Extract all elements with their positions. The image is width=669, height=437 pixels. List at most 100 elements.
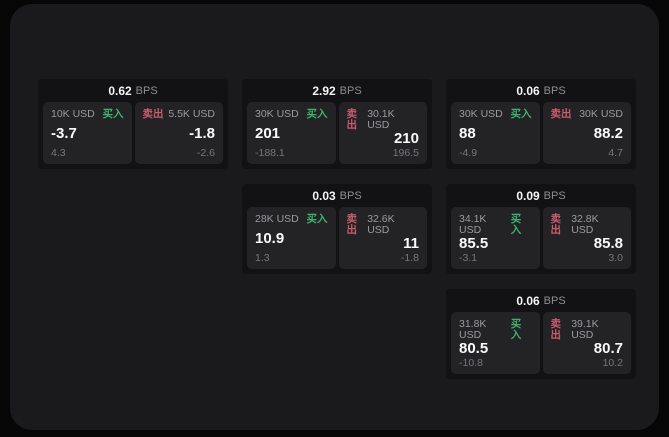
sell-meta-row: 卖出 32.6K USD — [347, 214, 420, 235]
sell-amount: 30K USD — [579, 108, 623, 120]
sell-delta: 4.7 — [608, 146, 623, 159]
buy-delta: 4.3 — [51, 146, 66, 159]
buy-side-label: 买入 — [510, 108, 532, 120]
bps-header: 0.03 BPS — [242, 184, 432, 207]
bps-value: 0.06 — [516, 293, 540, 308]
buy-meta-row: 31.8K USD 买入 — [459, 319, 532, 340]
buy-delta: 1.3 — [255, 251, 270, 264]
buy-amount: 30K USD — [255, 108, 299, 120]
sell-amount: 32.8K USD — [571, 213, 599, 236]
buy-amount: 28K USD — [255, 213, 299, 225]
buy-amount: 34.1K USD — [459, 213, 487, 236]
buy-meta-row: 10K USD 买入 — [51, 109, 124, 120]
buy-delta: -4.9 — [459, 146, 478, 159]
sell-delta: 10.2 — [602, 356, 623, 369]
sell-side-label: 卖出 — [142, 108, 164, 120]
bps-value: 2.92 — [312, 83, 336, 98]
sell-value: 88.2 — [593, 125, 623, 142]
quote-card: 0.62 BPS 10K USD 买入 -3.7 4.3 卖出 5.5K USD — [38, 79, 228, 169]
sell-meta-row: 卖出 39.1K USD — [551, 319, 624, 340]
buy-meta-row: 34.1K USD 买入 — [459, 214, 532, 235]
quote-card: 0.06 BPS 31.8K USD 买入 80.5 -10.8 卖出 39.1… — [446, 289, 636, 379]
bps-header: 0.06 BPS — [446, 79, 636, 102]
buy-meta-row: 30K USD 买入 — [459, 109, 532, 120]
buy-value: 88 — [459, 125, 476, 142]
bps-unit-label: BPS — [135, 84, 158, 97]
quote-card: 0.03 BPS 28K USD 买入 10.9 1.3 卖出 32.6K US… — [242, 184, 432, 274]
buy-value: 85.5 — [459, 235, 489, 253]
buy-amount: 31.8K USD — [459, 318, 487, 341]
buy-amount: 30K USD — [459, 108, 503, 120]
bps-header: 0.62 BPS — [38, 79, 228, 102]
sell-delta: 196.5 — [392, 146, 419, 159]
buy-panel[interactable]: 28K USD 买入 10.9 1.3 — [247, 207, 336, 269]
buy-delta: -188.1 — [255, 146, 285, 159]
quote-card-body: 30K USD 买入 88 -4.9 卖出 30K USD 88.2 4.7 — [446, 102, 636, 169]
buy-panel[interactable]: 34.1K USD 买入 85.5 -3.1 — [451, 207, 540, 269]
bps-value: 0.09 — [516, 188, 540, 203]
quote-card-body: 30K USD 买入 201 -188.1 卖出 30.1K USD 210 1… — [242, 102, 432, 169]
buy-delta: -10.8 — [459, 356, 483, 369]
sell-side-label: 卖出 — [346, 108, 358, 131]
buy-value: 80.5 — [459, 340, 489, 358]
sell-value: 11 — [403, 235, 419, 253]
buy-meta-row: 28K USD 买入 — [255, 214, 328, 225]
sell-meta-row: 卖出 30.1K USD — [347, 109, 420, 130]
buy-value: 10.9 — [255, 230, 285, 247]
quote-card-body: 34.1K USD 买入 85.5 -3.1 卖出 32.8K USD 85.8… — [446, 207, 636, 274]
buy-delta: -3.1 — [459, 251, 478, 264]
sell-panel[interactable]: 卖出 32.8K USD 85.8 3.0 — [542, 207, 631, 269]
buy-side-label: 买入 — [510, 213, 522, 236]
sell-delta: 3.0 — [608, 251, 623, 264]
sell-meta-row: 卖出 5.5K USD — [143, 109, 216, 120]
buy-side-label: 买入 — [102, 108, 124, 120]
buy-value: -3.7 — [51, 125, 77, 142]
sell-panel[interactable]: 卖出 30K USD 88.2 4.7 — [542, 102, 631, 164]
sell-value: -1.8 — [189, 125, 215, 142]
bps-unit-label: BPS — [543, 189, 566, 202]
sell-panel[interactable]: 卖出 39.1K USD 80.7 10.2 — [542, 312, 631, 374]
buy-meta-row: 30K USD 买入 — [255, 109, 328, 120]
buy-side-label: 买入 — [306, 108, 328, 120]
main-panel: 0.62 BPS 10K USD 买入 -3.7 4.3 卖出 5.5K USD — [10, 4, 659, 430]
bps-header: 0.06 BPS — [446, 289, 636, 312]
bps-value: 0.03 — [312, 188, 336, 203]
sell-meta-row: 卖出 32.8K USD — [551, 214, 624, 235]
buy-panel[interactable]: 31.8K USD 买入 80.5 -10.8 — [451, 312, 540, 374]
buy-side-label: 买入 — [510, 318, 522, 341]
quote-card: 2.92 BPS 30K USD 买入 201 -188.1 卖出 30.1K … — [242, 79, 432, 169]
buy-side-label: 买入 — [306, 213, 328, 225]
quote-card-body: 10K USD 买入 -3.7 4.3 卖出 5.5K USD -1.8 -2.… — [38, 102, 228, 169]
quote-card-grid: 0.62 BPS 10K USD 买入 -3.7 4.3 卖出 5.5K USD — [38, 79, 636, 379]
bps-unit-label: BPS — [543, 294, 566, 307]
sell-side-label: 卖出 — [550, 213, 562, 236]
sell-amount: 39.1K USD — [571, 318, 599, 341]
bps-value: 0.62 — [108, 83, 132, 98]
quote-card-body: 28K USD 买入 10.9 1.3 卖出 32.6K USD 11 -1.8 — [242, 207, 432, 274]
buy-panel[interactable]: 30K USD 买入 88 -4.9 — [451, 102, 540, 164]
buy-panel[interactable]: 30K USD 买入 201 -188.1 — [247, 102, 336, 164]
sell-amount: 32.6K USD — [367, 213, 395, 236]
buy-panel[interactable]: 10K USD 买入 -3.7 4.3 — [43, 102, 132, 164]
bps-header: 0.09 BPS — [446, 184, 636, 207]
bps-value: 0.06 — [516, 83, 540, 98]
sell-meta-row: 卖出 30K USD — [551, 109, 624, 120]
sell-amount: 5.5K USD — [168, 108, 215, 120]
sell-value: 80.7 — [593, 340, 623, 358]
bps-unit-label: BPS — [543, 84, 566, 97]
quote-card: 0.06 BPS 30K USD 买入 88 -4.9 卖出 30K USD — [446, 79, 636, 169]
sell-panel[interactable]: 卖出 5.5K USD -1.8 -2.6 — [134, 102, 223, 164]
sell-side-label: 卖出 — [346, 213, 358, 236]
buy-amount: 10K USD — [51, 108, 95, 120]
sell-side-label: 卖出 — [550, 108, 572, 120]
quote-card-body: 31.8K USD 买入 80.5 -10.8 卖出 39.1K USD 80.… — [446, 312, 636, 379]
bps-header: 2.92 BPS — [242, 79, 432, 102]
sell-value: 85.8 — [593, 235, 623, 253]
buy-value: 201 — [255, 125, 281, 142]
sell-panel[interactable]: 卖出 32.6K USD 11 -1.8 — [338, 207, 427, 269]
sell-side-label: 卖出 — [550, 318, 562, 341]
sell-delta: -1.8 — [400, 251, 419, 264]
sell-panel[interactable]: 卖出 30.1K USD 210 196.5 — [338, 102, 427, 164]
bps-unit-label: BPS — [339, 189, 362, 202]
sell-value: 210 — [393, 130, 419, 148]
